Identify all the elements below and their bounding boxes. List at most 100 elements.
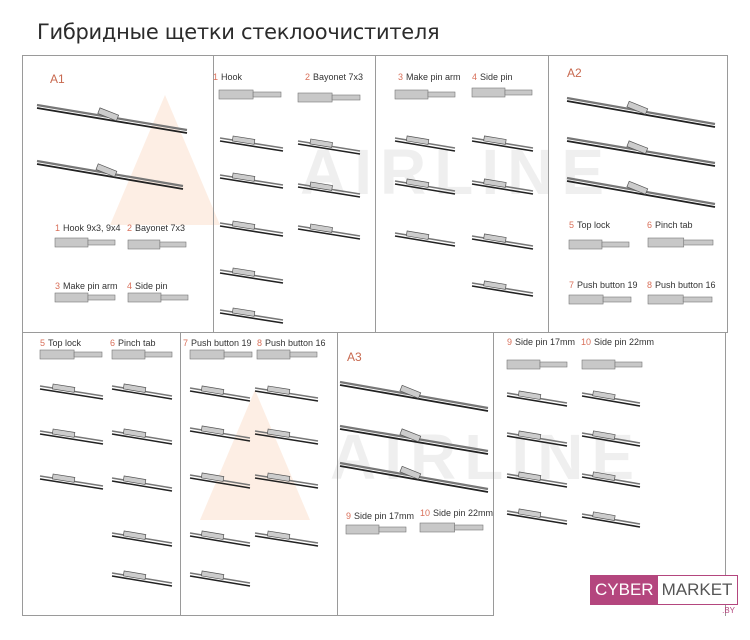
adapter-label: 2 Bayonet 7x3 [127, 223, 186, 233]
wiper-adapter [626, 140, 649, 155]
wiper-adapter [122, 570, 147, 580]
adapter-icon [297, 92, 333, 103]
wiper-adapter [626, 180, 649, 195]
wiper-blade-rubber [36, 163, 184, 190]
wiper-adapter [51, 473, 76, 483]
wiper-blade-rubber [506, 435, 568, 447]
wiper-adapter [266, 385, 291, 395]
wiper-adapter [122, 428, 147, 438]
adapter-icon [471, 87, 506, 98]
adapter-label: 10 Side pin 22mm [581, 337, 655, 347]
wiper-blade-rubber [566, 140, 716, 167]
adapter-icon [568, 294, 604, 305]
wiper-adapter [51, 383, 76, 393]
wiper-adapter [97, 107, 120, 122]
watermark-logo-icon [200, 390, 310, 520]
wiper-blade-rubber [39, 388, 104, 400]
wiper-blade-rubber [339, 384, 489, 412]
adapter-arm-icon [331, 94, 361, 101]
wiper-adapter [309, 223, 333, 233]
adapter-label: 2 Bayonet 7x3 [305, 72, 364, 82]
wiper-blade-rubber [219, 140, 284, 152]
adapter-arm-icon [252, 91, 282, 98]
wiper-blade-rubber [111, 480, 173, 492]
wiper-adapter [592, 390, 616, 400]
wiper-blade-rubber [219, 272, 284, 284]
wiper-adapter [517, 390, 542, 400]
panel-side-pin [493, 332, 726, 616]
wiper-blade-rubber [219, 177, 284, 189]
wiper-blade-rubber [566, 180, 716, 208]
adapter-label: 1 Hook [213, 72, 243, 82]
wiper-adapter [309, 138, 333, 148]
wiper-blade-rubber [254, 477, 319, 489]
wiper-blade-rubber [189, 575, 251, 587]
wiper-blade-rubber [566, 100, 716, 128]
wiper-blade-rubber [189, 390, 251, 402]
adapter-icon [256, 349, 291, 360]
wiper-blade-rubber [506, 476, 568, 488]
wiper-adapter [231, 220, 256, 230]
wiper-adapter [592, 511, 616, 521]
wiper-adapter [122, 383, 147, 393]
adapter-arm-icon [160, 294, 189, 301]
wiper-blade-rubber [471, 183, 534, 195]
wiper-adapter [517, 471, 542, 481]
wiper-blade-rubber [339, 465, 489, 493]
adapter-label: 6 Pinch tab [647, 220, 693, 230]
adapter-label: 7 Push button 19 [183, 338, 252, 348]
adapter-arm-icon [454, 524, 484, 531]
adapter-icon [111, 349, 146, 360]
adapter-icon [54, 292, 89, 303]
wiper-adapter [231, 172, 256, 182]
wiper-adapter [200, 425, 225, 435]
wiper-adapter [483, 233, 507, 243]
wiper-blade-rubber [581, 516, 641, 528]
adapter-arm-icon [73, 351, 103, 358]
adapter-arm-icon [378, 526, 407, 533]
adapter-arm-icon [601, 241, 630, 248]
wiper-blade-rubber [506, 395, 568, 407]
adapter-arm-icon [87, 294, 116, 301]
wiper-adapter [231, 307, 256, 317]
watermark-logo-icon [110, 95, 220, 225]
wiper-blade-rubber [219, 312, 284, 324]
adapter-arm-icon [539, 361, 568, 368]
wiper-blade-rubber [254, 390, 319, 402]
adapter-icon [345, 524, 380, 535]
adapter-label: 10 Side pin 22mm [420, 508, 494, 518]
wiper-adapter [483, 178, 507, 188]
wiper-adapter [592, 430, 616, 440]
wiper-blade-rubber [254, 433, 319, 445]
adapter-icon [394, 89, 429, 100]
wiper-adapter [405, 230, 430, 240]
wiper-blade-rubber [394, 235, 456, 247]
adapter-arm-icon [223, 351, 253, 358]
adapter-icon [647, 237, 685, 248]
adapter-icon [647, 294, 684, 305]
wiper-blade-rubber [394, 183, 456, 195]
wiper-blade-rubber [581, 435, 641, 447]
adapter-label: 5 Top lock [569, 220, 611, 230]
wiper-blade-rubber [111, 433, 173, 445]
adapter-label: 9 Side pin 17mm [507, 337, 576, 347]
wiper-blade-rubber [297, 186, 361, 198]
wiper-adapter [517, 430, 542, 440]
wiper-blade-rubber [471, 238, 534, 250]
wiper-blade-rubber [39, 433, 104, 445]
wiper-blade-rubber [189, 535, 251, 547]
wiper-blade-rubber [254, 535, 319, 547]
wiper-blade-rubber [339, 428, 489, 455]
section-label: A1 [50, 72, 65, 86]
adapter-icon [189, 349, 225, 360]
adapter-icon [127, 239, 161, 250]
adapter-label: 9 Side pin 17mm [346, 511, 415, 521]
adapter-arm-icon [682, 296, 713, 303]
wiper-adapter [231, 267, 256, 277]
wiper-blade-rubber [111, 388, 173, 400]
wiper-blade-rubber [581, 476, 641, 488]
wiper-blade-rubber [219, 225, 284, 237]
page-title: Гибридные щетки стеклоочистителя [37, 20, 440, 44]
wiper-adapter [483, 280, 507, 290]
